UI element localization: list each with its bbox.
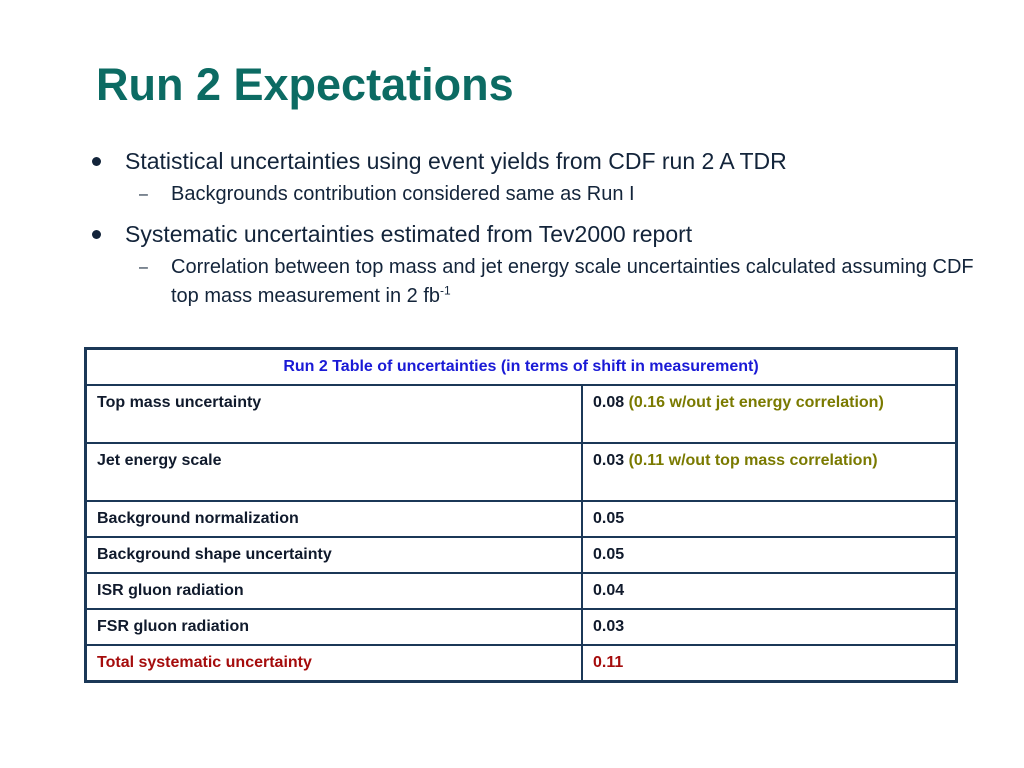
table-row: FSR gluon radiation 0.03 [84,608,958,646]
slide-title: Run 2 Expectations [96,59,514,110]
row-value: 0.05 [581,536,958,574]
row-note: (0.11 w/out top mass correlation) [628,452,878,469]
row-value-cell: 0.08 (0.16 w/out jet energy correlation) [581,384,958,444]
dash-icon: – [139,186,148,203]
row-label: Background normalization [84,500,583,538]
total-label: Total systematic uncertainty [84,644,583,683]
sub-bullet-text: Backgrounds contribution considered same… [171,183,635,205]
row-note: (0.16 w/out jet energy correlation) [628,394,884,411]
row-label: Background shape uncertainty [84,536,583,574]
superscript-exponent: -1 [440,283,451,298]
bullet-list: Statistical uncertainties using event yi… [86,142,986,317]
table-row: Top mass uncertainty 0.08 (0.16 w/out je… [84,384,958,444]
sub-bullet-list: – Correlation between top mass and jet e… [125,253,986,311]
table-header-row: Run 2 Table of uncertainties (in terms o… [84,347,958,386]
dash-icon: – [139,259,148,276]
uncertainty-table: Run 2 Table of uncertainties (in terms o… [84,347,958,683]
row-value: 0.05 [581,500,958,538]
row-label: Top mass uncertainty [84,384,583,444]
row-label: Jet energy scale [84,442,583,502]
sub-bullet-text: Correlation between top mass and jet ene… [171,256,974,307]
table-row: ISR gluon radiation 0.04 [84,572,958,610]
row-value: 0.04 [581,572,958,610]
bullet-text: Statistical uncertainties using event yi… [125,148,787,174]
row-value: 0.03 [581,608,958,646]
table-row: Jet energy scale 0.03 (0.11 w/out top ma… [84,442,958,502]
row-value-cell: 0.03 (0.11 w/out top mass correlation) [581,442,958,502]
bullet-dot-icon [92,157,101,166]
row-label: FSR gluon radiation [84,608,583,646]
table-header: Run 2 Table of uncertainties (in terms o… [84,347,958,386]
sub-bullet-item: – Correlation between top mass and jet e… [125,253,986,311]
total-value: 0.11 [581,644,958,683]
table-row: Background shape uncertainty 0.05 [84,536,958,574]
row-value: 0.08 [593,394,625,411]
bullet-dot-icon [92,230,101,239]
row-label: ISR gluon radiation [84,572,583,610]
sub-bullet-item: – Backgrounds contribution considered sa… [125,180,986,209]
bullet-item: Statistical uncertainties using event yi… [86,142,986,209]
bullet-text: Systematic uncertainties estimated from … [125,221,693,247]
sub-bullet-list: – Backgrounds contribution considered sa… [125,180,986,209]
bullet-item: Systematic uncertainties estimated from … [86,215,986,311]
table-row: Background normalization 0.05 [84,500,958,538]
table-row-total: Total systematic uncertainty 0.11 [84,644,958,683]
row-value: 0.03 [593,452,625,469]
